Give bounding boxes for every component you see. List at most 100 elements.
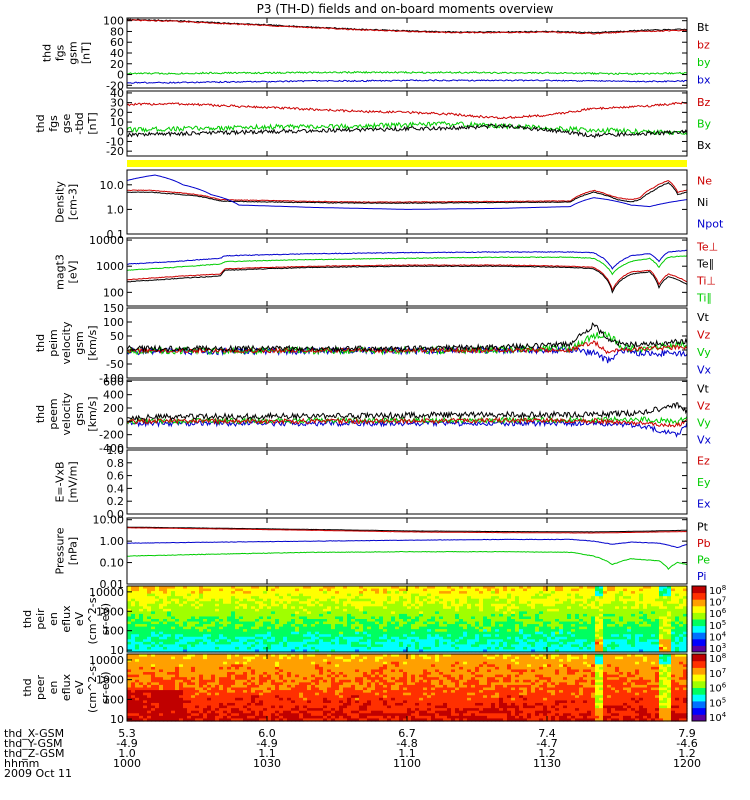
spectrogram-cell — [159, 708, 164, 712]
spectrogram-cell — [263, 710, 268, 714]
spectrogram-cell — [215, 713, 220, 717]
spectrogram-cell — [499, 631, 504, 635]
spectrogram-cell — [131, 666, 136, 671]
spectrogram-cell — [675, 636, 680, 640]
spectrogram-cell — [539, 649, 544, 653]
spectrogram-cell — [371, 586, 376, 590]
spectrogram-cell — [675, 629, 680, 633]
spectrogram-cell — [427, 616, 432, 620]
spectrogram-cell — [211, 601, 216, 605]
spectrogram-cell — [207, 619, 212, 623]
spectrogram-cell — [139, 705, 144, 709]
spectrogram-cell — [595, 631, 600, 635]
spectrogram-cell — [295, 593, 300, 597]
spectrogram-cell — [503, 626, 508, 630]
spectrogram-cell — [135, 629, 140, 633]
spectrogram-cell — [395, 586, 400, 590]
spectrogram-cell — [183, 616, 188, 620]
spectrogram-cell — [271, 631, 276, 635]
spectrogram-cell — [127, 634, 132, 638]
spectrogram-cell — [287, 591, 292, 595]
panel-frame — [126, 17, 688, 89]
spectrogram-cell — [243, 649, 248, 653]
spectrogram-cell — [583, 596, 588, 600]
spectrogram-cell — [151, 646, 156, 651]
spectrogram-cell — [155, 636, 160, 640]
spectrogram-cell — [671, 616, 676, 620]
spectrogram-cell — [155, 601, 160, 605]
spectrogram-cell — [275, 601, 280, 605]
spectrogram-cell — [423, 603, 428, 607]
spectrogram-cell — [611, 624, 616, 628]
spectrogram-cell — [239, 718, 244, 722]
spectrogram-cell — [167, 674, 172, 678]
spectrogram-cell — [167, 718, 172, 722]
spectrogram-cell — [271, 702, 276, 707]
spectrogram-cell — [487, 591, 492, 595]
spectrogram-cell — [619, 646, 624, 651]
spectrogram-cell — [299, 598, 304, 602]
series-line-Bx — [127, 123, 687, 139]
spectrogram-cell — [427, 631, 432, 635]
spectrogram-cell — [511, 621, 516, 625]
spectrogram-cell — [251, 629, 256, 633]
spectrogram-cell — [131, 677, 136, 681]
spectrogram-cell — [307, 608, 312, 612]
spectrogram-cell — [159, 664, 164, 668]
spectrogram-cell — [367, 646, 372, 651]
spectrogram-cell — [223, 608, 228, 612]
spectrogram-cell — [595, 646, 600, 651]
spectrogram-cell — [623, 586, 628, 590]
spectrogram-cell — [351, 611, 356, 615]
spectrogram-cell — [179, 641, 184, 645]
spectrogram-cell — [259, 656, 264, 660]
spectrogram-cell — [651, 606, 656, 610]
spectrogram-cell — [463, 596, 468, 600]
legend-entry: bx — [697, 73, 711, 86]
spectrogram-cell — [191, 608, 196, 612]
spectrogram-cell — [215, 649, 220, 653]
spectrogram-cell — [335, 646, 340, 651]
spectrogram-cell — [507, 631, 512, 635]
spectrogram-cell — [339, 613, 344, 618]
spectrogram-cell — [215, 603, 220, 607]
spectrogram-cell — [659, 641, 664, 645]
spectrogram-cell — [263, 644, 268, 648]
spectrogram-cell — [371, 634, 376, 638]
spectrogram-cell — [275, 621, 280, 625]
spectrogram-cell — [359, 613, 364, 618]
y-axis-label: gsm — [73, 331, 86, 354]
spectrogram-cell — [291, 636, 296, 640]
spectrogram-cell — [179, 601, 184, 605]
legend-entry: Bx — [697, 139, 712, 152]
spectrogram-cell — [439, 608, 444, 612]
spectrogram-cell — [215, 710, 220, 714]
spectrogram-cell — [647, 644, 652, 648]
spectrogram-cell — [251, 644, 256, 648]
spectrogram-cell — [603, 616, 608, 620]
spectrogram-cell — [503, 601, 508, 605]
spectrogram-cell — [471, 606, 476, 610]
spectrogram-cell — [539, 586, 544, 590]
spectrogram-cell — [615, 613, 620, 618]
y-tick-label: 0 — [117, 69, 124, 82]
spectrogram-cell — [347, 649, 352, 653]
spectrogram-cell — [615, 621, 620, 625]
spectrogram-cell — [363, 631, 368, 635]
spectrogram-cell — [195, 639, 200, 643]
spectrogram-cell — [459, 631, 464, 635]
spectrogram-cell — [219, 636, 224, 640]
spectrogram-cell — [491, 621, 496, 625]
spectrogram-cell — [227, 639, 232, 643]
spectrogram-cell — [247, 608, 252, 612]
spectrogram-cell — [347, 586, 352, 590]
spectrogram-cell — [179, 677, 184, 681]
spectrogram-cell — [471, 621, 476, 625]
spectrogram-cell — [231, 601, 236, 605]
spectrogram-cell — [479, 649, 484, 653]
spectrogram-cell — [331, 619, 336, 623]
spectrogram-cell — [319, 629, 324, 633]
spectrogram-cell — [299, 591, 304, 595]
spectrogram-cell — [647, 588, 652, 592]
spectrogram-cell — [579, 593, 584, 597]
